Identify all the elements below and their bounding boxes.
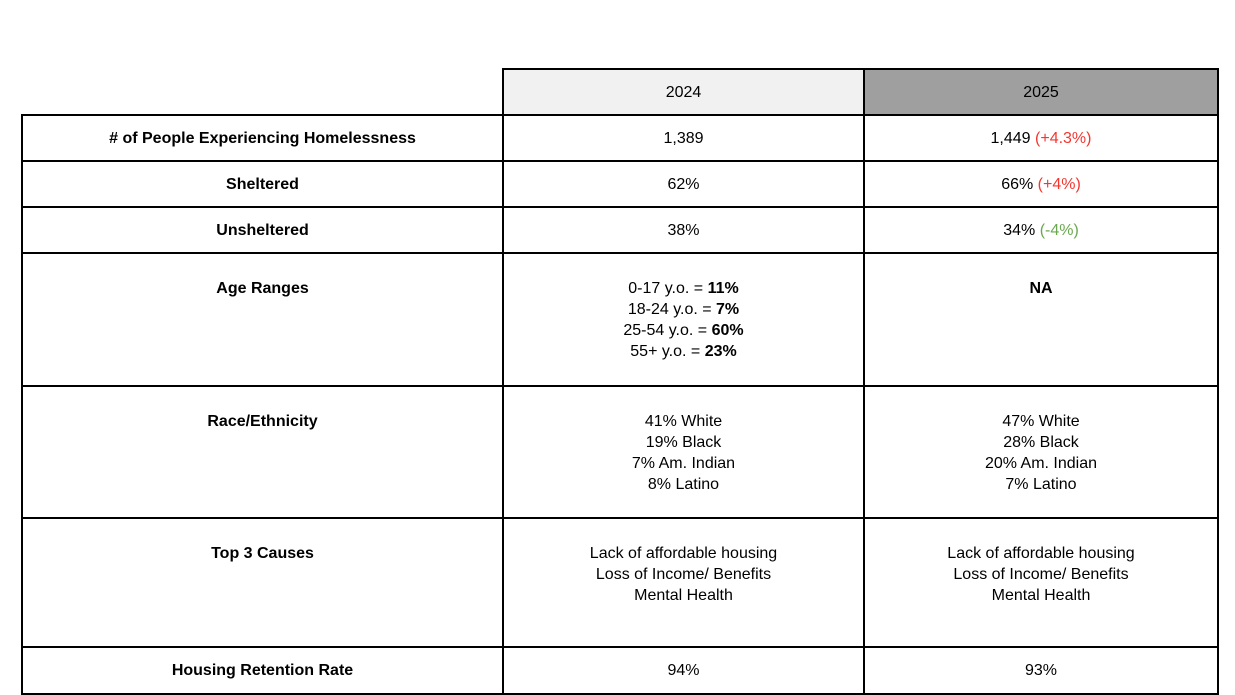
race-line: 20% Am. Indian	[984, 455, 1098, 472]
age-line: 0-17 y.o. = 11%	[510, 278, 857, 299]
value-2024: 94%	[667, 662, 700, 679]
value-2024: 38%	[667, 221, 700, 239]
race-line: 19% Black	[645, 434, 722, 451]
cell-2025: 66% (+4%)	[863, 160, 1219, 208]
age-range-value: 23%	[704, 343, 737, 360]
cell-2025: 47% White 28% Black 20% Am. Indian 7% La…	[863, 385, 1219, 519]
row-housing-retention: Housing Retention Rate 94% 93%	[21, 646, 1219, 695]
age-line: 18-24 y.o. = 7%	[510, 299, 857, 320]
cell-2025: 93%	[863, 646, 1219, 695]
row-label: Unsheltered	[21, 206, 504, 254]
row-race-ethnicity: Race/Ethnicity 41% White 19% Black 7% Am…	[21, 385, 1219, 519]
cause-line: Loss of Income/ Benefits	[953, 566, 1129, 583]
race-line: 7% Am. Indian	[631, 455, 736, 472]
value-2025: 93%	[1024, 662, 1058, 679]
cell-2024: 62%	[502, 160, 865, 208]
row-people-count: # of People Experiencing Homelessness 1,…	[21, 114, 1219, 162]
age-range-label: 18-24 y.o. =	[627, 301, 717, 318]
age-range-label: 55+ y.o. =	[630, 343, 705, 360]
cell-2024: Lack of affordable housing Loss of Incom…	[502, 517, 865, 648]
row-label: # of People Experiencing Homelessness	[21, 114, 504, 162]
delta-increase: (+4.3%)	[1035, 129, 1092, 147]
value-2024: 1,389	[663, 129, 704, 147]
row-label: Age Ranges	[21, 252, 504, 387]
row-label: Race/Ethnicity	[21, 385, 504, 519]
age-line: 55+ y.o. = 23%	[510, 341, 857, 362]
value-2024: 62%	[667, 175, 700, 193]
cell-2024: 0-17 y.o. = 11% 18-24 y.o. = 7% 25-54 y.…	[502, 252, 865, 387]
race-line: 41% White	[644, 413, 723, 430]
cell-2025: 1,449 (+4.3%)	[863, 114, 1219, 162]
race-line: 47% White	[1002, 413, 1080, 430]
cause-line: Mental Health	[634, 587, 733, 604]
cell-2024: 38%	[502, 206, 865, 254]
race-line: 7% Latino	[1005, 476, 1077, 493]
row-label: Top 3 Causes	[21, 517, 504, 648]
age-range-value: 60%	[711, 322, 744, 339]
cause-line: Lack of affordable housing	[589, 545, 778, 562]
delta-increase: (+4%)	[1037, 175, 1081, 193]
value-2025: 34%	[1003, 221, 1036, 239]
value-2025: 1,449	[990, 129, 1031, 147]
race-line: 28% Black	[1003, 434, 1079, 451]
race-line: 8% Latino	[647, 476, 720, 493]
cell-2024: 94%	[502, 646, 865, 695]
cell-2025: NA	[863, 252, 1219, 387]
header-row: 2024 2025	[22, 68, 1219, 116]
row-label: Housing Retention Rate	[21, 646, 504, 695]
delta-decrease: (-4%)	[1039, 221, 1079, 239]
cell-2025: Lack of affordable housing Loss of Incom…	[863, 517, 1219, 648]
column-header-2024: 2024	[502, 68, 865, 116]
cell-2024: 41% White 19% Black 7% Am. Indian 8% Lat…	[502, 385, 865, 519]
value-2025: NA	[1029, 280, 1053, 297]
cause-line: Lack of affordable housing	[947, 545, 1135, 562]
cell-2024: 1,389	[502, 114, 865, 162]
cause-line: Loss of Income/ Benefits	[595, 566, 772, 583]
cell-2025: 34% (-4%)	[863, 206, 1219, 254]
cause-line: Mental Health	[991, 587, 1091, 604]
row-top-causes: Top 3 Causes Lack of affordable housing …	[21, 517, 1219, 648]
row-unsheltered: Unsheltered 38% 34% (-4%)	[21, 206, 1219, 254]
value-2025: 66%	[1001, 175, 1034, 193]
comparison-table: 2024 2025 # of People Experiencing Homel…	[21, 68, 1219, 695]
row-label: Sheltered	[21, 160, 504, 208]
column-header-2025: 2025	[863, 68, 1219, 116]
age-range-label: 25-54 y.o. =	[623, 322, 712, 339]
row-age-ranges: Age Ranges 0-17 y.o. = 11% 18-24 y.o. = …	[21, 252, 1219, 387]
age-range-value: 7%	[716, 301, 740, 318]
age-range-value: 11%	[707, 280, 739, 297]
row-sheltered: Sheltered 62% 66% (+4%)	[21, 160, 1219, 208]
age-line: 25-54 y.o. = 60%	[510, 320, 857, 341]
corner-cell	[22, 69, 503, 115]
age-range-label: 0-17 y.o. =	[628, 280, 708, 297]
